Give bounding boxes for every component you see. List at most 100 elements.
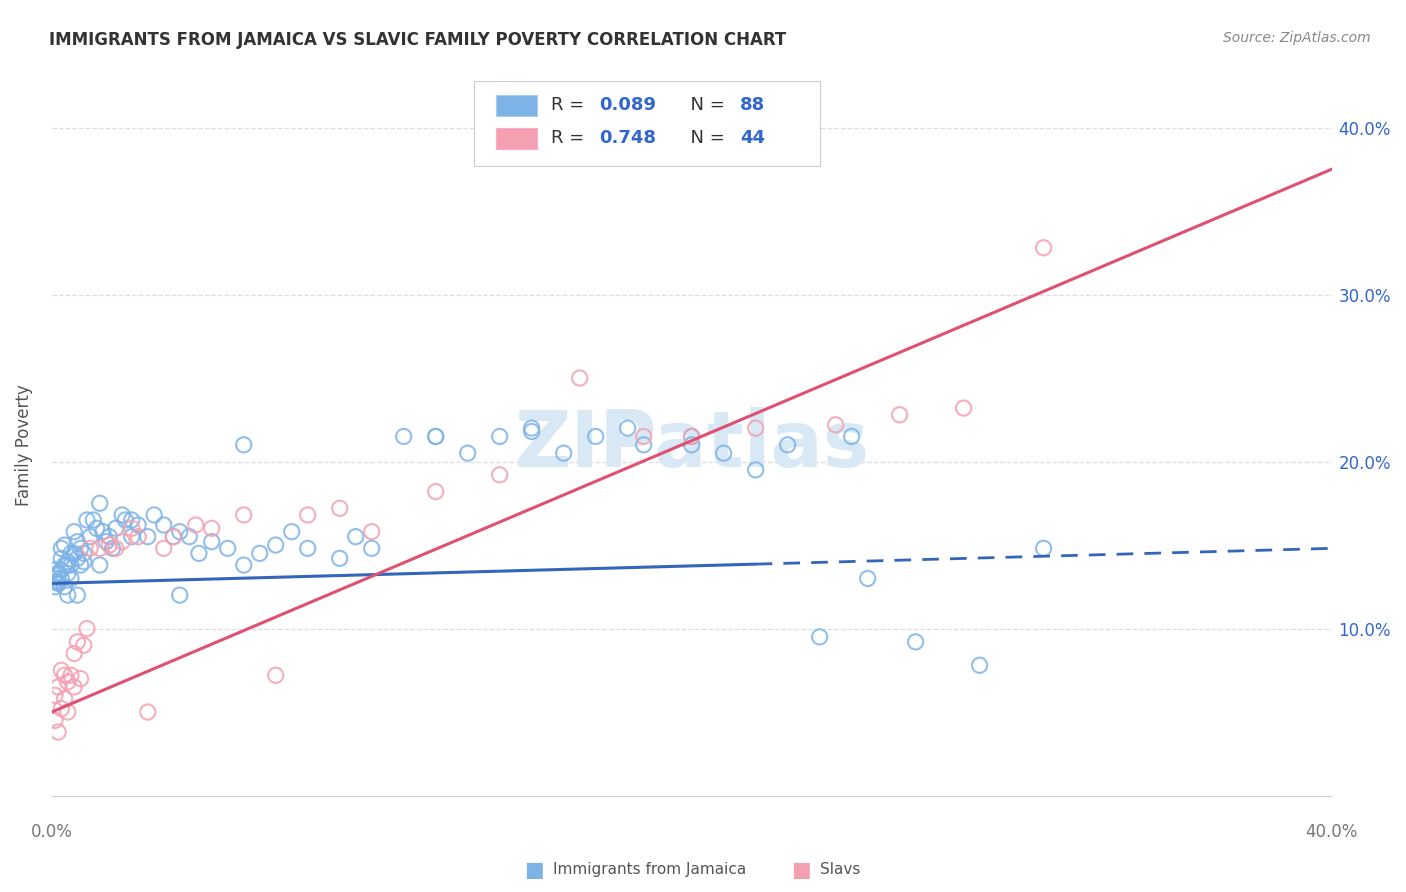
Text: 88: 88 xyxy=(741,96,765,114)
Point xyxy=(89,558,111,572)
Point xyxy=(91,524,114,539)
Point xyxy=(101,541,124,556)
Point xyxy=(152,541,174,556)
Point xyxy=(136,530,159,544)
Point xyxy=(73,638,96,652)
Point xyxy=(616,421,638,435)
Point xyxy=(82,513,104,527)
Point xyxy=(56,555,79,569)
Point xyxy=(56,558,79,572)
Point xyxy=(73,546,96,560)
Point xyxy=(232,438,254,452)
Point xyxy=(152,518,174,533)
Point xyxy=(824,417,846,432)
Point xyxy=(53,668,76,682)
Point xyxy=(776,438,799,452)
Point xyxy=(520,421,543,435)
Point xyxy=(44,688,66,702)
Point xyxy=(76,513,98,527)
Point xyxy=(187,546,209,560)
Point xyxy=(121,530,143,544)
Point xyxy=(104,521,127,535)
Text: R =: R = xyxy=(551,96,591,114)
Point xyxy=(952,401,974,415)
Text: ■: ■ xyxy=(792,860,811,880)
Point xyxy=(143,508,166,522)
Point xyxy=(127,530,149,544)
Point xyxy=(127,518,149,533)
Point xyxy=(249,546,271,560)
Point xyxy=(280,524,302,539)
Point xyxy=(51,563,73,577)
Point xyxy=(79,530,101,544)
Point xyxy=(51,571,73,585)
Point xyxy=(46,574,69,589)
Point xyxy=(53,580,76,594)
Point xyxy=(889,408,911,422)
Point xyxy=(201,521,224,535)
Point xyxy=(63,524,86,539)
Text: IMMIGRANTS FROM JAMAICA VS SLAVIC FAMILY POVERTY CORRELATION CHART: IMMIGRANTS FROM JAMAICA VS SLAVIC FAMILY… xyxy=(49,31,786,49)
Point xyxy=(264,668,287,682)
Point xyxy=(744,421,766,435)
Text: R =: R = xyxy=(551,129,591,147)
Point xyxy=(46,568,69,582)
Point xyxy=(56,566,79,581)
Point xyxy=(56,705,79,719)
Point xyxy=(425,429,447,443)
Point xyxy=(360,541,382,556)
Point xyxy=(98,530,121,544)
Point xyxy=(44,714,66,728)
Point xyxy=(457,446,479,460)
Point xyxy=(232,558,254,572)
Point xyxy=(179,530,201,544)
Text: Slavs: Slavs xyxy=(820,863,860,877)
Point xyxy=(344,530,367,544)
Point xyxy=(44,574,66,589)
Point xyxy=(44,580,66,594)
Point xyxy=(808,630,831,644)
Point xyxy=(111,508,134,522)
Point xyxy=(1032,241,1054,255)
Point xyxy=(76,622,98,636)
Point xyxy=(51,551,73,566)
Point xyxy=(86,521,108,535)
Point xyxy=(51,663,73,677)
Point xyxy=(59,546,82,560)
Point xyxy=(66,588,89,602)
Point xyxy=(162,530,184,544)
Point xyxy=(69,672,91,686)
Point xyxy=(856,571,879,585)
Point xyxy=(66,551,89,566)
Point xyxy=(44,571,66,585)
Point xyxy=(329,551,352,566)
Point xyxy=(46,576,69,591)
Point xyxy=(46,680,69,694)
Point xyxy=(681,429,703,443)
Text: N =: N = xyxy=(679,96,730,114)
Point xyxy=(904,635,927,649)
Point xyxy=(114,513,136,527)
Point xyxy=(56,588,79,602)
Point xyxy=(360,524,382,539)
Point xyxy=(53,558,76,572)
Point xyxy=(217,541,239,556)
Point xyxy=(1032,541,1054,556)
Point xyxy=(585,429,607,443)
Point xyxy=(73,555,96,569)
Point xyxy=(46,725,69,739)
Point xyxy=(51,541,73,556)
Point xyxy=(94,534,117,549)
Text: 44: 44 xyxy=(741,129,765,147)
Point xyxy=(121,521,143,535)
Point xyxy=(56,675,79,690)
Text: N =: N = xyxy=(679,129,730,147)
FancyBboxPatch shape xyxy=(496,128,537,149)
Point xyxy=(553,446,575,460)
FancyBboxPatch shape xyxy=(474,81,820,166)
Point xyxy=(392,429,415,443)
Point xyxy=(633,438,655,452)
Point xyxy=(232,508,254,522)
Point xyxy=(46,566,69,581)
Point xyxy=(66,635,89,649)
